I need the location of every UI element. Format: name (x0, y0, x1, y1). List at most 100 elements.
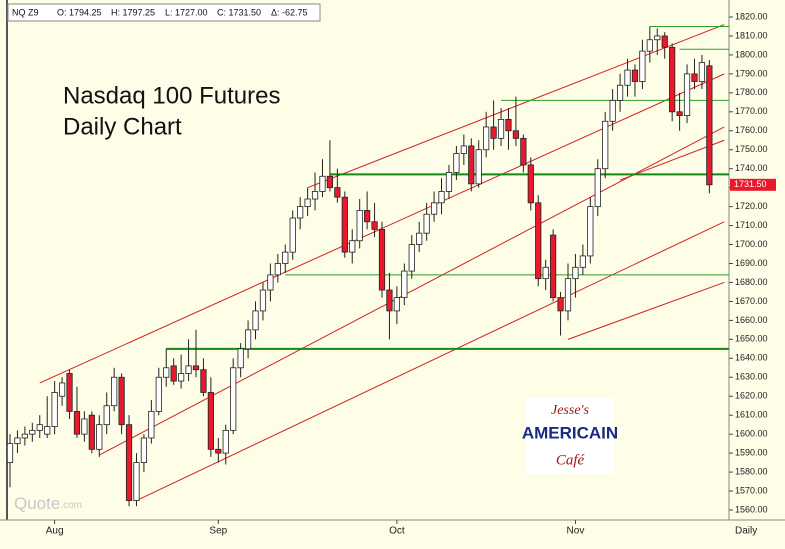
header-field: O: 1794.25 (57, 7, 102, 17)
trend-line (99, 126, 725, 456)
logo-box (526, 398, 614, 474)
candle-body (282, 251, 289, 264)
header-field: Δ: -62.75 (271, 7, 308, 17)
candle-body (661, 35, 668, 48)
header-field: NQ Z9 (12, 7, 39, 17)
y-tick-label: 1670.00 (735, 296, 768, 306)
y-tick-label: 1720.00 (735, 201, 768, 211)
candle-body (497, 118, 505, 139)
header-field: H: 1797.25 (111, 7, 155, 17)
candle-body (111, 376, 118, 407)
y-tick-label: 1650.00 (735, 334, 768, 344)
candle-body (289, 217, 296, 253)
candle-body (297, 206, 304, 219)
candle-body (163, 367, 170, 378)
candle-body (103, 405, 110, 426)
candle-body (572, 266, 579, 280)
candle-body (490, 126, 497, 139)
y-tick-label: 1810.00 (735, 30, 768, 40)
y-tick-label: 1700.00 (735, 239, 768, 249)
candle-body (200, 369, 207, 393)
candle-body (602, 120, 609, 170)
y-tick-label: 1640.00 (735, 353, 768, 363)
candle-body (416, 232, 423, 245)
candle-body (311, 191, 319, 200)
last-price-label: 1731.50 (734, 179, 767, 189)
candle-body (535, 202, 542, 280)
candle-body (654, 35, 661, 41)
logo-line: Jesse's (551, 403, 590, 418)
candle-body (341, 196, 348, 253)
candle-body (691, 73, 698, 82)
candle-body (378, 228, 386, 291)
candle-body (483, 126, 490, 151)
candle-body (624, 69, 631, 86)
y-tick-label: 1760.00 (735, 125, 768, 135)
candle-body (304, 198, 311, 208)
y-tick-label: 1800.00 (735, 49, 768, 59)
candle-body (430, 202, 438, 215)
candle-body (356, 210, 363, 242)
candle-body (73, 410, 81, 435)
candle-body (646, 39, 653, 52)
candle-body (460, 145, 467, 154)
candle-body (669, 46, 676, 113)
y-tick-label: 1680.00 (735, 277, 768, 287)
candle-body (88, 414, 95, 450)
y-tick-label: 1610.00 (735, 410, 768, 420)
candle-body (564, 278, 572, 312)
candle-body (505, 118, 512, 132)
chart-title: Nasdaq 100 Futures (63, 82, 280, 109)
candle-body (594, 168, 601, 208)
y-tick-label: 1590.00 (735, 447, 768, 457)
candle-body (550, 234, 557, 299)
candle-body (96, 424, 103, 450)
candle-body (192, 365, 200, 371)
candle-body (118, 376, 125, 426)
candle-body (334, 187, 341, 198)
candle-body (36, 424, 43, 431)
candle-body (445, 172, 453, 192)
candle-body (178, 373, 185, 382)
watermark-main: Quote (14, 494, 60, 513)
candle-body (215, 448, 222, 454)
candle-body (609, 100, 616, 122)
candle-body (408, 244, 415, 272)
y-tick-label: 1740.00 (735, 163, 768, 173)
y-tick-label: 1630.00 (735, 372, 768, 382)
y-tick-label: 1660.00 (735, 315, 768, 325)
x-tick-label: Aug (46, 526, 64, 537)
y-tick-label: 1750.00 (735, 144, 768, 154)
candle-body (423, 213, 430, 234)
candle-body (326, 175, 334, 189)
candle-body (386, 289, 393, 312)
candle-body (579, 255, 586, 268)
y-tick-label: 1620.00 (735, 391, 768, 401)
y-tick-label: 1820.00 (735, 11, 768, 21)
candle-body (185, 365, 192, 374)
candle-body (371, 221, 378, 230)
candle-body (274, 263, 281, 276)
candle-body (29, 429, 36, 435)
y-tick-label: 1570.00 (735, 485, 768, 495)
y-tick-label: 1780.00 (735, 87, 768, 97)
watermark-suffix: .com (60, 500, 82, 511)
candle-body (140, 437, 148, 463)
y-tick-label: 1770.00 (735, 106, 768, 116)
candle-body (475, 149, 482, 185)
candle-body (155, 376, 162, 412)
candle-body (207, 392, 214, 450)
header-field: C: 1731.50 (217, 7, 261, 17)
candle-body (349, 240, 356, 253)
candle-body (21, 433, 28, 439)
candle-body (393, 297, 400, 312)
candle-body (319, 175, 326, 192)
candle-body (676, 111, 683, 117)
candle-body (44, 426, 51, 435)
candle-body (170, 365, 177, 382)
candle-body (267, 274, 274, 291)
candle-body (631, 69, 639, 82)
candle-body (51, 392, 58, 427)
candle-body (706, 65, 713, 186)
y-tick-label: 1790.00 (735, 68, 768, 78)
